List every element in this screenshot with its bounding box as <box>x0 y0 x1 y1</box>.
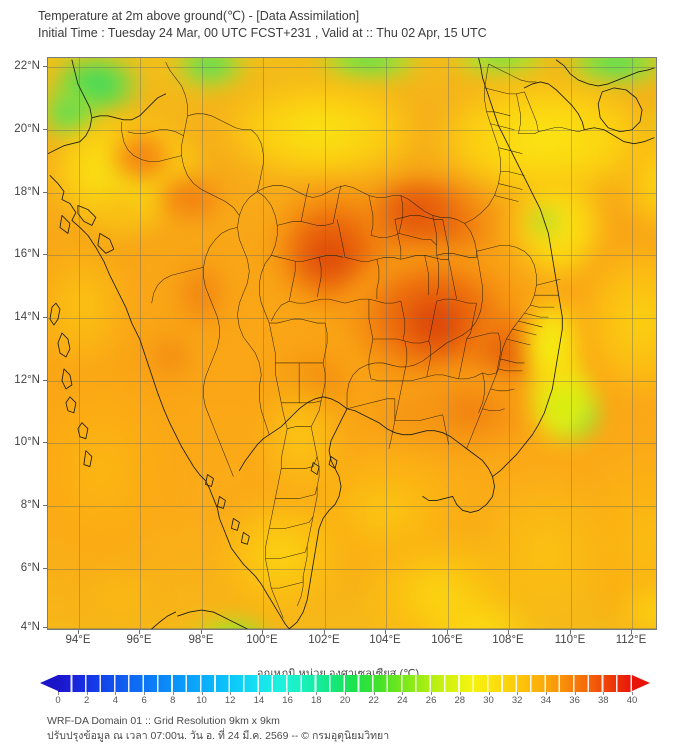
colorbar-tick-label: 34 <box>540 695 552 706</box>
colorbar-tick <box>517 692 519 695</box>
footer-line-1: WRF-DA Domain 01 :: Grid Resolution 9km … <box>47 715 280 727</box>
colorbar-tick <box>287 692 289 695</box>
y-tick-label: 12°N <box>14 374 40 386</box>
colorbar-tick-label: 24 <box>397 695 408 706</box>
colorbar-tick-label: 22 <box>368 695 379 706</box>
map-plot-area[interactable] <box>47 57 657 630</box>
colorbar-tick <box>258 692 260 695</box>
colorbar-tick <box>574 692 576 695</box>
footer-block: WRF-DA Domain 01 :: Grid Resolution 9km … <box>47 714 389 744</box>
coastline-overlay <box>48 58 656 629</box>
colorbar-tick <box>115 692 117 695</box>
colorbar-tick <box>603 692 605 695</box>
colorbar-tick <box>58 692 59 695</box>
x-tick-label: 98°E <box>188 634 214 646</box>
colorbar-tick-label: 12 <box>224 695 236 706</box>
chart-title-block: Temperature at 2m above ground(℃) - [Dat… <box>38 8 638 42</box>
y-tick-label: 22°N <box>14 60 40 72</box>
colorbar-extend-low-icon <box>40 675 58 691</box>
colorbar-tick-label: 4 <box>112 695 119 706</box>
colorbar-tick <box>431 692 433 695</box>
colorbar-tick <box>402 692 404 695</box>
y-tick-label: 4°N <box>20 621 40 633</box>
colorbar-tick-label: 32 <box>511 695 523 706</box>
x-tick-label: 108°E <box>492 634 524 646</box>
colorbar: 0 2 4 6 8 10 12 14 16 18 20 22 24 26 28 30 32 34 36 38 40 <box>40 675 650 706</box>
colorbar-extend-high-icon <box>632 675 650 691</box>
colorbar-tick <box>632 692 633 695</box>
x-tick-label: 112°E <box>615 634 647 646</box>
colorbar-tick-label: 40 <box>626 695 638 706</box>
x-tick-label: 94°E <box>65 634 91 646</box>
colorbar-tick <box>201 692 203 695</box>
x-tick-label: 100°E <box>246 634 278 646</box>
temperature-field <box>48 58 656 629</box>
colorbar-tick <box>545 692 547 695</box>
colorbar-tick-label: 10 <box>196 695 207 706</box>
y-tick-label: 16°N <box>14 248 40 260</box>
colorbar-tick <box>459 692 461 695</box>
colorbar-tick <box>373 692 375 695</box>
colorbar-tick <box>316 692 318 695</box>
y-tick-label: 8°N <box>20 499 40 511</box>
x-tick-label: 110°E <box>554 634 586 646</box>
colorbar-tick-label: 38 <box>598 695 609 706</box>
x-tick-label: 96°E <box>126 634 152 646</box>
colorbar-tick-label: 8 <box>170 695 176 706</box>
colorbar-tick <box>172 692 174 695</box>
x-tick-label: 104°E <box>369 634 401 646</box>
y-tick-label: 14°N <box>14 311 40 323</box>
colorbar-tick <box>144 692 146 695</box>
colorbar-tick-label: 26 <box>425 695 437 706</box>
x-tick-label: 106°E <box>431 634 463 646</box>
colorbar-tick-label: 28 <box>454 695 466 706</box>
colorbar-tick-label: 36 <box>569 695 580 706</box>
colorbar-tick-label: 16 <box>282 695 293 706</box>
colorbar-tick <box>345 692 346 695</box>
colorbar-tick-label: 30 <box>483 695 494 706</box>
colorbar-tick <box>488 692 490 695</box>
y-tick-label: 18°N <box>14 186 40 198</box>
colorbar-tick-label: 14 <box>253 695 265 706</box>
colorbar-tick-label: 0 <box>55 695 61 706</box>
colorbar-tick-label: 6 <box>141 695 147 706</box>
x-tick-label: 102°E <box>308 634 340 646</box>
footer-line-2: ปรับปรุงข้อมูล ณ เวลา 07:00น. วัน อ. ที่… <box>47 730 390 742</box>
colorbar-tick-label: 2 <box>84 695 90 706</box>
chart-title-line-2: Initial Time : Tuesday 24 Mar, 00 UTC FC… <box>38 26 487 40</box>
colorbar-tick <box>86 692 88 695</box>
colorbar-tick <box>230 692 232 695</box>
colorbar-tick-label: 20 <box>339 695 351 706</box>
chart-title-line-1: Temperature at 2m above ground(℃) - [Dat… <box>38 9 360 23</box>
y-tick-label: 6°N <box>20 562 40 574</box>
colorbar-tick-label: 18 <box>311 695 322 706</box>
y-tick-label: 20°N <box>14 123 40 135</box>
y-tick-label: 10°N <box>14 436 40 448</box>
colorbar-segment-dividers <box>58 675 632 692</box>
